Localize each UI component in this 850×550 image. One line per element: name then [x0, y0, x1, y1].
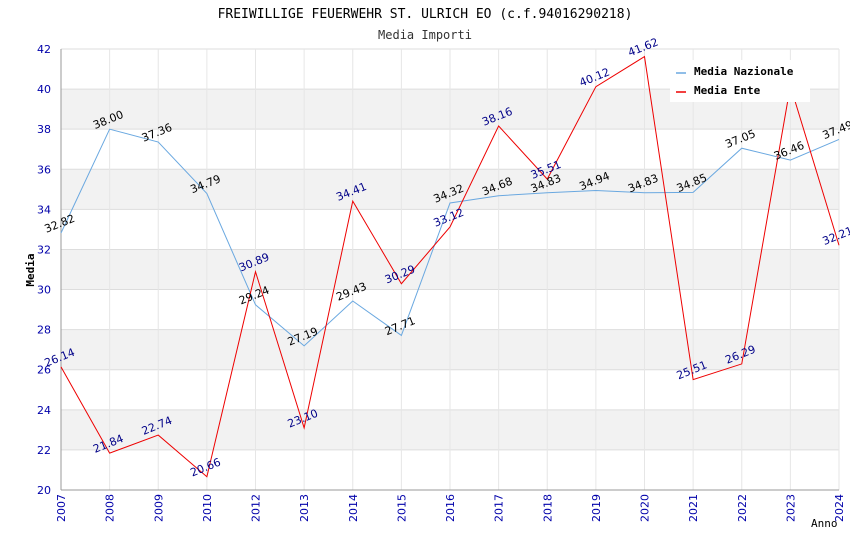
- chart-title: FREIWILLIGE FEUERWEHR ST. ULRICH EO (c.f…: [218, 7, 633, 22]
- y-tick-label: 36: [37, 163, 51, 176]
- y-tick-label: 38: [37, 123, 51, 136]
- x-tick-label: 2023: [784, 494, 797, 522]
- x-tick-label: 2012: [250, 494, 263, 522]
- gridlines: [60, 48, 840, 491]
- y-tick-labels: 20 22 24 26 28 30 32 34 36 38 40 42: [37, 43, 51, 497]
- series-lines: [60, 55, 840, 478]
- x-tick-label: 2024: [833, 494, 846, 522]
- y-tick-label: 42: [37, 43, 51, 56]
- x-tick-label: 2015: [395, 494, 408, 522]
- legend: Media Nazionale Media Ente: [670, 60, 810, 102]
- y-tick-label: 30: [37, 284, 51, 297]
- y-tick-label: 40: [37, 83, 51, 96]
- x-tick-label: 2008: [104, 494, 117, 522]
- legend-label-ente: Media Ente: [694, 84, 761, 97]
- data-label: 37.05: [723, 127, 757, 151]
- x-tick-label: 2018: [541, 494, 554, 522]
- y-tick-label: 22: [37, 444, 51, 457]
- data-label: 36.46: [772, 139, 806, 163]
- y-tick-label: 20: [37, 484, 51, 497]
- x-tick-label: 2010: [201, 494, 214, 522]
- data-label: 41.62: [626, 35, 660, 59]
- x-tick-label: 2016: [444, 494, 457, 522]
- x-tick-label: 2017: [493, 494, 506, 522]
- x-tick-labels: 2007 2008 2009 2010 2012 2013 2014 2015 2016 2017…: [55, 494, 846, 522]
- x-tick-label: 2013: [298, 494, 311, 522]
- x-tick-label: 2022: [736, 494, 749, 522]
- legend-label-nazionale: Media Nazionale: [694, 65, 794, 78]
- x-tick-label: 2009: [152, 494, 165, 522]
- x-tick-label: 2021: [687, 494, 700, 522]
- legend-box: [670, 60, 810, 102]
- x-axis-label: Anno: [811, 517, 838, 530]
- x-tick-label: 2019: [590, 494, 603, 522]
- y-tick-label: 34: [37, 203, 51, 216]
- data-label: 40.12: [578, 66, 612, 90]
- x-tick-label: 2020: [639, 494, 652, 522]
- y-tick-label: 32: [37, 243, 51, 256]
- series-line-nazionale: [60, 128, 840, 347]
- y-tick-label: 28: [37, 324, 51, 337]
- y-axis-label: Media: [24, 253, 37, 286]
- x-tick-label: 2014: [347, 494, 360, 522]
- y-tick-label: 24: [37, 404, 51, 417]
- chart-subtitle: Media Importi: [378, 28, 472, 42]
- data-label: 32.21: [821, 224, 850, 248]
- series-line-ente: [60, 55, 840, 478]
- x-tick-label: 2007: [55, 494, 68, 522]
- y-tick-label: 26: [37, 364, 51, 377]
- axes: [60, 49, 839, 491]
